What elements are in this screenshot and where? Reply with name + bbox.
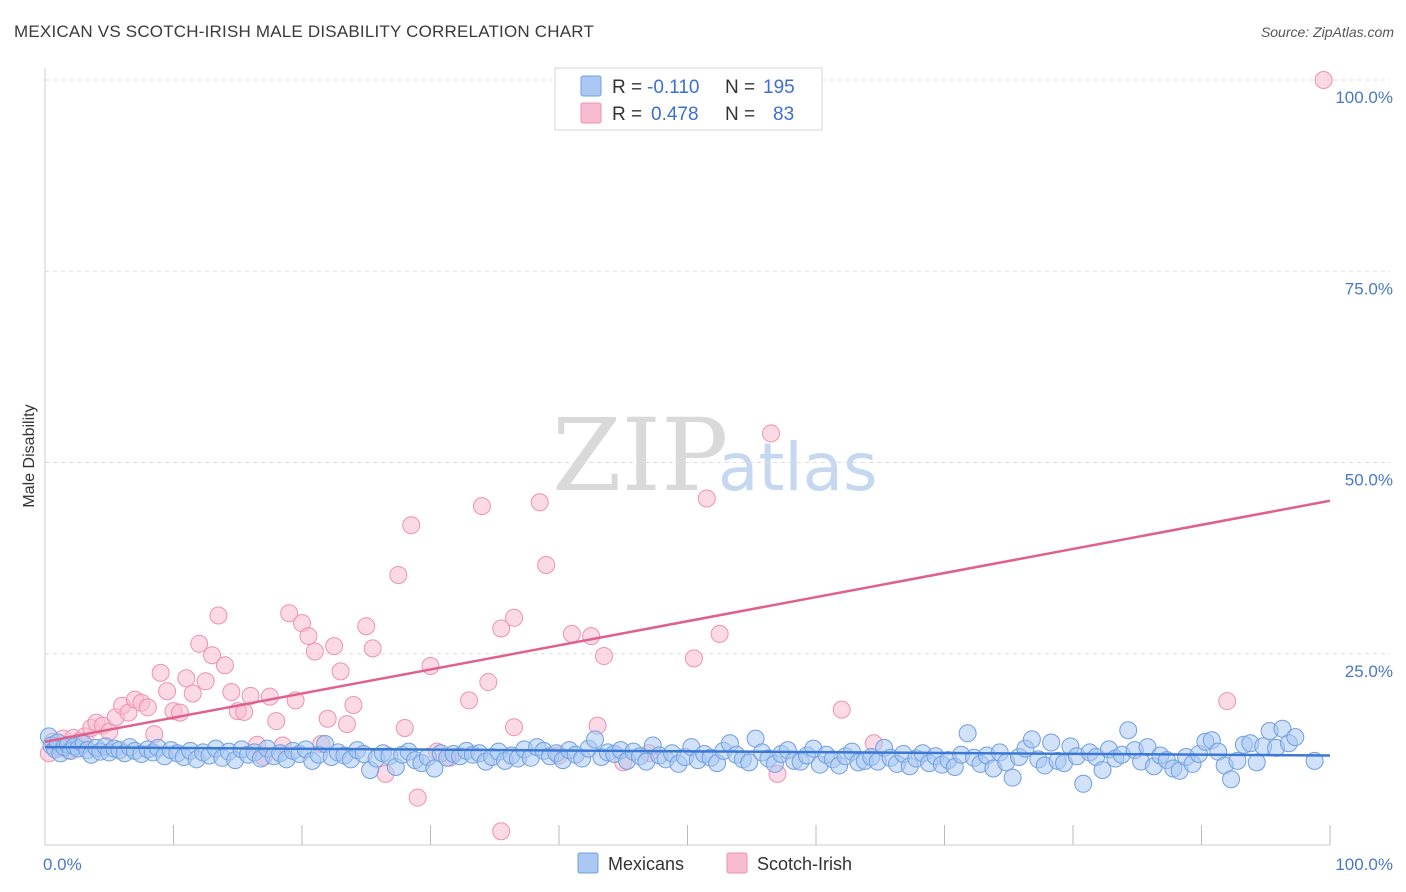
mexicans-point <box>1093 761 1112 780</box>
scotch-irish-point <box>151 663 170 682</box>
scotch-irish-point <box>710 624 729 643</box>
scotch-irish-point <box>684 649 703 668</box>
scotch-irish-point <box>158 682 177 701</box>
scotch-irish-point <box>402 516 421 535</box>
scotch-irish-n-value: 83 <box>773 104 794 125</box>
scotch-irish-point <box>260 687 279 706</box>
y-tick-label: 25.0% <box>1345 662 1393 681</box>
mexicans-point <box>1119 721 1138 740</box>
scotch-irish-point <box>209 606 228 625</box>
scotch-irish-r-label: R = <box>612 104 642 125</box>
series-legend: Mexicans Scotch-Irish <box>577 852 852 874</box>
mexicans-point <box>1003 768 1022 787</box>
mexicans-series-swatch <box>577 852 599 874</box>
scotch-irish-series-swatch <box>726 852 748 874</box>
x-tick-label-max: 100.0% <box>1335 855 1393 874</box>
scotch-irish-trend-line <box>44 499 1331 743</box>
chart-title: MEXICAN VS SCOTCH-IRISH MALE DISABILITY … <box>14 22 595 41</box>
scotch-irish-point <box>562 624 581 643</box>
scotch-irish-point <box>138 698 157 717</box>
scotch-irish-point <box>389 565 408 584</box>
scotch-irish-point <box>1218 692 1237 711</box>
mexicans-point <box>1228 751 1247 770</box>
scotch-irish-point <box>280 604 299 623</box>
scotch-irish-point <box>479 673 498 692</box>
scotch-irish-point <box>505 608 524 627</box>
mexicans-r-label: R = <box>612 77 642 98</box>
scotch-irish-point <box>183 684 202 703</box>
scotch-irish-r-value: 0.478 <box>651 104 699 125</box>
scotch-irish-point <box>530 493 549 512</box>
scotch-irish-point <box>357 617 376 636</box>
scotch-irish-point <box>318 709 337 728</box>
scotch-irish-point <box>305 642 324 661</box>
mexicans-trend-line <box>44 745 1331 757</box>
scotch-irish-point <box>492 619 511 638</box>
scotch-irish-point <box>196 672 215 691</box>
y-axis-title: Male Disability <box>21 404 38 507</box>
y-tick-labels: 25.0% 50.0% 75.0% 100.0% <box>1335 88 1393 681</box>
scotch-irish-point <box>190 634 209 653</box>
mexicans-n-value: 195 <box>763 77 795 98</box>
mexicans-point <box>740 753 759 772</box>
scotch-irish-point <box>203 646 222 665</box>
scotch-irish-point <box>331 662 350 681</box>
scotch-irish-point <box>299 627 318 646</box>
mexicans-point <box>1074 774 1093 793</box>
scotch-irish-point <box>267 712 286 731</box>
stats-legend: R = -0.110 N = 195 R = 0.478 N = 83 <box>554 67 823 131</box>
y-tick-label: 50.0% <box>1345 471 1393 490</box>
x-ticks <box>173 825 1331 845</box>
mexicans-points <box>39 719 1324 793</box>
scotch-irish-point <box>1314 71 1333 89</box>
grid-lines <box>45 79 1390 655</box>
mexicans-legend-swatch <box>580 75 602 97</box>
scotch-irish-point <box>344 696 363 715</box>
mexicans-r-value: -0.110 <box>647 77 699 98</box>
mexicans-point <box>1042 733 1061 752</box>
scotch-irish-point <box>537 556 556 575</box>
scotch-irish-n-label: N = <box>725 104 755 125</box>
scotch-irish-point <box>492 822 511 841</box>
scotch-irish-point <box>363 639 382 658</box>
scotch-irish-point <box>408 788 427 807</box>
mexicans-point <box>585 730 604 749</box>
scotch-irish-point <box>325 637 344 656</box>
scotch-irish-point <box>177 669 196 688</box>
x-tick-label-min: 0.0% <box>43 855 82 874</box>
scotch-irish-point <box>395 718 414 737</box>
watermark-atlas: atlas <box>718 429 878 506</box>
scotch-irish-point <box>421 656 440 675</box>
mexicans-series-label: Mexicans <box>608 854 684 874</box>
scotch-irish-point <box>222 683 241 701</box>
mexicans-point <box>1138 738 1157 757</box>
mexicans-point <box>425 759 444 778</box>
scotch-irish-point <box>337 715 356 734</box>
scotch-irish-point <box>697 489 716 508</box>
y-tick-label: 100.0% <box>1335 88 1393 107</box>
scotch-irish-point <box>832 700 851 719</box>
mexicans-point <box>1286 728 1305 747</box>
y-tick-label: 75.0% <box>1345 279 1393 298</box>
scotch-irish-point <box>582 627 601 646</box>
mexicans-point <box>1247 753 1266 772</box>
scotch-irish-point <box>762 424 781 443</box>
mexicans-point <box>958 724 977 743</box>
scotch-irish-legend-swatch <box>580 102 602 124</box>
scotch-irish-point <box>460 691 479 710</box>
mexicans-point <box>1222 770 1241 789</box>
mexicans-point <box>1022 730 1041 749</box>
scotch-irish-point <box>594 647 613 666</box>
scotch-irish-point <box>505 718 524 737</box>
mexicans-n-label: N = <box>725 77 755 98</box>
scotch-irish-point <box>472 497 491 516</box>
source-label: Source: ZipAtlas.com <box>1260 24 1394 40</box>
scotch-irish-series-label: Scotch-Irish <box>757 854 852 874</box>
scotch-irish-point <box>215 656 234 675</box>
